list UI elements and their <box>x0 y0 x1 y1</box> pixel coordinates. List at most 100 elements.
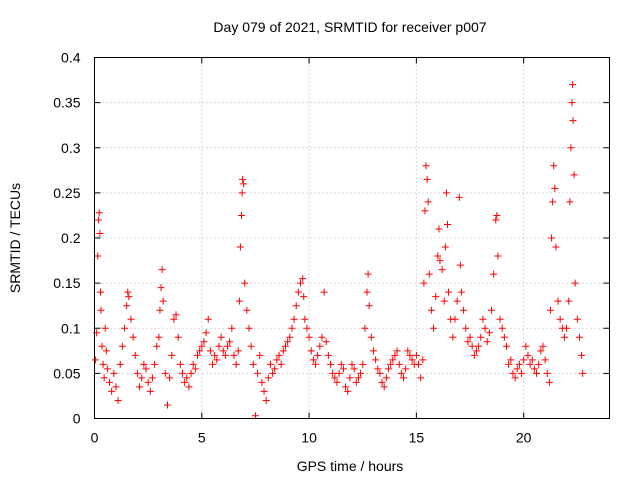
y-tick-label: 0.15 <box>53 275 80 291</box>
data-point <box>249 360 257 368</box>
data-point <box>566 198 574 206</box>
data-point <box>99 360 107 368</box>
data-point <box>548 234 556 242</box>
data-point <box>451 315 459 323</box>
data-point <box>327 360 335 368</box>
data-point <box>546 306 554 314</box>
data-point <box>571 279 579 287</box>
data-point <box>565 297 573 305</box>
data-point <box>116 360 124 368</box>
data-point <box>434 252 442 260</box>
data-point <box>545 378 553 386</box>
data-point <box>430 324 438 332</box>
data-point <box>166 374 174 382</box>
data-point <box>316 342 324 350</box>
data-point <box>357 369 365 377</box>
data-point <box>142 365 150 373</box>
data-point <box>254 369 262 377</box>
data-point <box>363 288 371 296</box>
data-point <box>163 401 171 409</box>
data-point <box>245 324 253 332</box>
data-point <box>472 347 480 355</box>
y-tick-label: 0.25 <box>53 185 80 201</box>
data-point <box>307 347 315 355</box>
data-point <box>475 342 483 350</box>
data-point <box>129 333 137 341</box>
data-point <box>528 356 536 364</box>
data-point <box>374 365 382 373</box>
data-point <box>424 198 432 206</box>
y-tick-label: 0.4 <box>61 50 81 66</box>
data-point <box>513 365 521 373</box>
data-point <box>554 297 562 305</box>
data-point <box>503 342 510 350</box>
data-point <box>466 333 474 341</box>
data-point <box>181 378 189 386</box>
data-point <box>364 270 372 278</box>
data-point <box>170 315 178 323</box>
data-point <box>232 360 240 368</box>
y-tick-label: 0.05 <box>53 365 80 381</box>
data-point <box>148 374 156 382</box>
data-point <box>155 333 163 341</box>
data-point <box>537 347 545 355</box>
data-point <box>568 99 576 107</box>
data-point <box>365 302 373 310</box>
data-point <box>560 333 568 341</box>
data-point <box>260 387 268 395</box>
data-point <box>569 81 577 89</box>
data-point <box>221 351 229 359</box>
data-point <box>573 315 581 323</box>
data-point <box>556 315 564 323</box>
data-point <box>526 360 534 368</box>
data-point <box>235 297 243 305</box>
data-point <box>549 198 557 206</box>
data-point <box>440 297 448 305</box>
data-point <box>445 288 453 296</box>
data-point <box>172 311 180 319</box>
data-point <box>384 365 392 373</box>
data-point <box>294 288 302 296</box>
data-point <box>494 252 502 260</box>
data-point <box>457 288 465 296</box>
data-point <box>421 207 429 215</box>
data-point <box>303 324 311 332</box>
data-point <box>441 243 449 251</box>
data-point <box>217 333 225 341</box>
data-point <box>301 315 309 323</box>
data-point <box>389 356 397 364</box>
data-point <box>578 351 586 359</box>
data-point <box>569 117 577 125</box>
data-point <box>579 369 587 377</box>
data-point <box>103 365 111 373</box>
data-point <box>533 369 541 377</box>
data-point <box>264 374 272 382</box>
data-point <box>209 360 217 368</box>
data-point <box>505 360 513 368</box>
data-point <box>269 369 277 377</box>
y-tick-label: 0 <box>73 411 81 427</box>
data-point <box>496 315 504 323</box>
data-point <box>243 306 251 314</box>
data-point <box>485 329 493 337</box>
data-point <box>151 360 159 368</box>
data-point <box>352 378 360 386</box>
data-point <box>256 351 264 359</box>
data-point <box>174 333 182 341</box>
data-point <box>380 383 388 391</box>
data-point <box>187 369 195 377</box>
data-point <box>178 369 186 377</box>
data-point <box>425 270 433 278</box>
data-point <box>460 306 468 314</box>
data-point <box>500 333 508 341</box>
data-point <box>297 279 304 287</box>
data-point <box>189 360 197 368</box>
data-point <box>570 171 578 179</box>
data-point <box>359 360 367 368</box>
data-point <box>320 288 328 296</box>
data-point <box>462 324 470 332</box>
data-point <box>404 347 412 355</box>
data-point <box>159 297 167 305</box>
data-point <box>456 261 464 269</box>
data-point <box>541 356 549 364</box>
